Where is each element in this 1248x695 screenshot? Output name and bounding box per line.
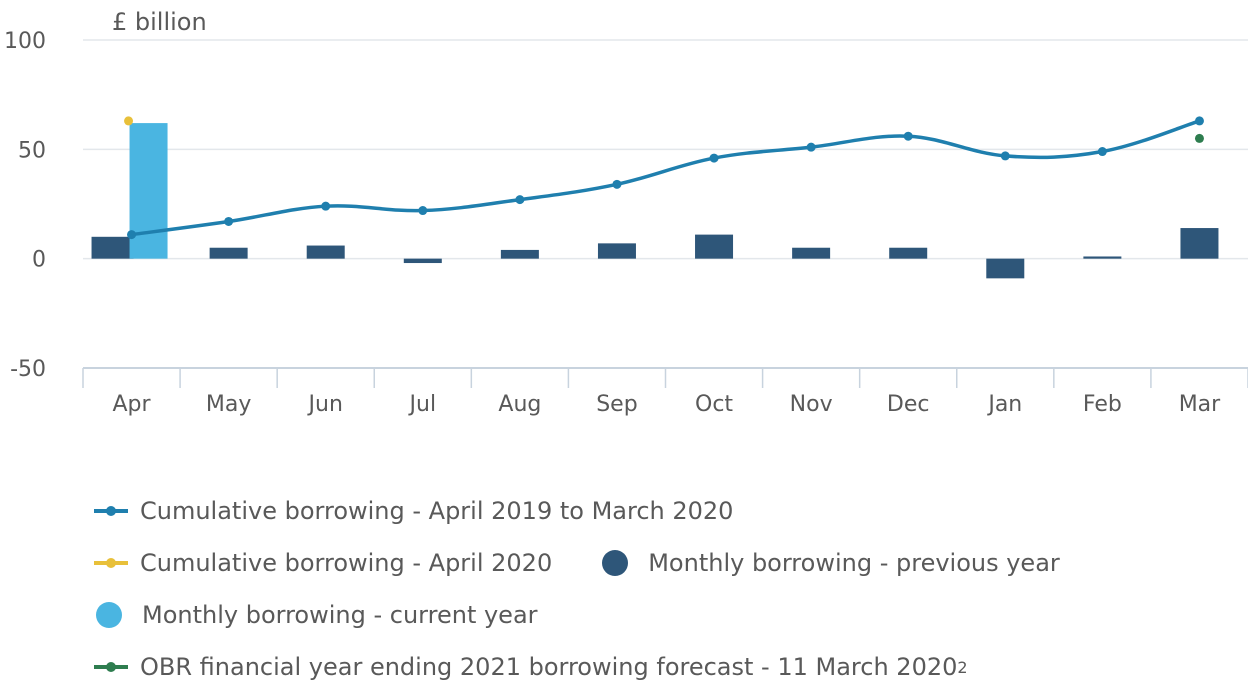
bar-monthly-previous (695, 234, 734, 259)
circle-marker-icon (602, 550, 629, 576)
x-tick-label: Sep (596, 392, 637, 417)
chart-svg: 100 50 0 -50 £ billion Apr May Jun Jul Aug Sep Oct N… (4, 8, 1248, 417)
x-tick-label: Mar (1179, 392, 1221, 417)
point-cumulative-previous (515, 195, 525, 205)
bar-monthly-previous (1083, 256, 1122, 259)
point-cumulative-previous (612, 179, 622, 189)
x-tick-label: Jan (986, 392, 1022, 417)
bar-monthly-current (129, 123, 168, 259)
bar-monthly-previous (597, 243, 636, 259)
x-tick-label: Jul (408, 392, 437, 417)
x-tick-label: Dec (887, 392, 930, 417)
point-cumulative-previous (709, 153, 719, 163)
point-cumulative-previous (1194, 116, 1204, 126)
x-tick-label: Aug (498, 392, 541, 417)
x-tick-label: Nov (790, 392, 833, 417)
bar-monthly-previous (209, 247, 248, 259)
y-axis-label: £ billion (112, 8, 207, 36)
circle-marker-icon (96, 602, 122, 628)
line-marker-icon (94, 662, 128, 672)
y-tick-label: 100 (4, 29, 46, 54)
point-obr-forecast (1194, 133, 1204, 143)
y-tick-label: 0 (32, 248, 46, 273)
chart: 100 50 0 -50 £ billion Apr May Jun Jul Aug Sep Oct N… (4, 8, 1248, 417)
point-cumulative-previous (321, 201, 331, 211)
x-tick-label: Apr (113, 392, 152, 417)
bar-monthly-previous (403, 258, 442, 264)
point-cumulative-previous (224, 216, 234, 226)
legend-label: OBR financial year ending 2021 borrowing… (140, 653, 958, 681)
bar-monthly-previous (889, 247, 928, 259)
legend-item-monthly-current[interactable]: Monthly borrowing - current year (94, 601, 538, 629)
point-cumulative-previous (418, 206, 428, 216)
x-tick-label: Jun (307, 392, 343, 417)
legend-label: Cumulative borrowing - April 2020 (140, 549, 553, 577)
point-cumulative-previous (806, 142, 816, 152)
legend-label: Cumulative borrowing - April 2019 to Mar… (140, 497, 734, 525)
line-cumulative-previous (131, 119, 1200, 237)
legend-label: Monthly borrowing - current year (142, 601, 538, 629)
point-cumulative-previous (1000, 151, 1010, 161)
legend-label: Monthly borrowing - previous year (648, 549, 1060, 577)
x-tick-label: May (206, 392, 251, 417)
legend-item-cumulative-previous[interactable]: Cumulative borrowing - April 2019 to Mar… (94, 497, 733, 525)
bar-monthly-previous (500, 249, 539, 259)
x-tick-label: Feb (1083, 392, 1122, 417)
bar-monthly-previous (306, 245, 345, 259)
legend-item-cumulative-april-2020[interactable]: Cumulative borrowing - April 2020 (94, 549, 552, 577)
footnote-marker: 2 (957, 657, 968, 677)
legend-item-monthly-previous[interactable]: Monthly borrowing - previous year (600, 549, 1060, 577)
point-cumulative-april-2020 (124, 116, 134, 126)
y-tick-label: 50 (18, 138, 46, 163)
bar-monthly-previous (986, 258, 1025, 279)
bar-monthly-previous (1180, 228, 1219, 259)
point-cumulative-previous (903, 131, 913, 141)
line-marker-icon (94, 506, 128, 516)
x-tick-label: Oct (695, 392, 733, 417)
bar-monthly-previous (792, 247, 831, 259)
point-cumulative-previous (1097, 147, 1107, 157)
bar-monthly-previous (91, 236, 134, 259)
y-tick-label: -50 (10, 357, 46, 382)
point-cumulative-previous (127, 230, 137, 240)
chart-legend: Cumulative borrowing - April 2019 to Mar… (94, 485, 1234, 693)
legend-item-obr-forecast[interactable]: OBR financial year ending 2021 borrowing… (94, 653, 968, 681)
line-marker-icon (94, 558, 128, 568)
